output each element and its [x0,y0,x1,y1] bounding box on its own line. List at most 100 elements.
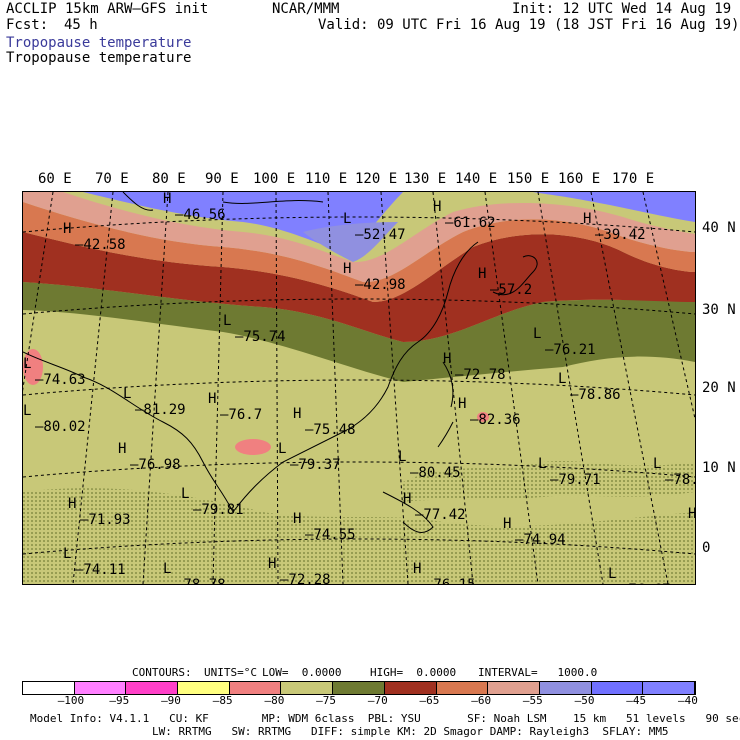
colorbar-swatch [488,682,540,694]
high-marker: H [68,497,76,512]
high-value: –76.7 [220,408,262,423]
high-marker: H [688,507,696,522]
lat-label: 40 N [702,221,736,236]
high-value: –76.15 [425,578,476,585]
low-marker: L [23,357,31,372]
low-marker: L [63,547,71,562]
field-title-1: Tropopause temperature [6,36,191,51]
high-marker: H [433,200,441,215]
fcst-label: Fcst: [6,18,48,33]
low-marker: L [181,487,189,502]
high-marker: H [478,267,486,282]
high-marker: H [163,192,171,207]
valid-label: Valid: 09 UTC Fri 16 Aug 19 (18 JST Fri … [318,18,739,33]
colorbar [22,681,696,695]
footer-physics-info: LW: RRTMG SW: RRTMG DIFF: simple KM: 2D … [152,726,669,738]
low-value: –74.11 [75,563,126,578]
contours-units: UNITS=°C [204,667,257,679]
high-marker: H [458,397,466,412]
lon-label: 160 E [558,172,600,187]
colorbar-tick-label: –75 [316,695,336,707]
fcst-value: 45 h [64,18,98,33]
low-marker: L [123,387,131,402]
map-panel: L –75.74 L –74.63 L –80.02 L –81.29 L –79.81 L –79.… [22,191,696,585]
colorbar-tick-label: –60 [471,695,491,707]
low-value: –76.21 [545,343,596,358]
high-marker: H [63,222,71,237]
lat-label: 30 N [702,303,736,318]
model-title: ACCLIP 15km ARW–GFS init [6,2,208,17]
high-value: –82.36 [470,413,521,428]
low-value: –79.37 [290,458,341,473]
low-value: –75.74 [235,330,286,345]
lat-label: 10 N [702,461,736,476]
low-marker: L [608,567,616,582]
high-marker: H [208,392,216,407]
lon-label: 60 E [38,172,72,187]
colorbar-tick-label: –90 [161,695,181,707]
colorbar-swatch [333,682,385,694]
high-value: –77.42 [415,508,466,523]
colorbar-tick-label: –100 [58,695,85,707]
high-value: –46.56 [175,208,226,223]
high-value: –74.55 [305,528,356,543]
lon-label: 70 E [95,172,129,187]
colorbar-tick-label: –55 [523,695,543,707]
colorbar-tick-label: –40 [678,695,698,707]
low-value: –76.67 [620,583,671,585]
colorbar-swatch [23,682,75,694]
colorbar-tick-label: –65 [420,695,440,707]
lon-label: 130 E [404,172,446,187]
lon-label: 140 E [455,172,497,187]
colorbar-tick-label: –95 [109,695,129,707]
contours-label: CONTOURS: [132,667,192,679]
colorbar-swatch [592,682,644,694]
contours-low: LOW= 0.0000 [262,667,341,679]
lon-label: 90 E [205,172,239,187]
high-marker: H [268,557,276,572]
high-marker: H [403,492,411,507]
lon-label: 80 E [152,172,186,187]
colorbar-tick-label: –70 [368,695,388,707]
low-marker: L [558,372,566,387]
latitude-labels: 40 N 30 N 20 N 10 N 0 [700,191,740,583]
low-value: –78.48 [665,473,696,488]
low-marker: L [398,450,406,465]
colorbar-swatch [281,682,333,694]
colorbar-swatch [643,682,695,694]
high-value: –42.98 [355,278,406,293]
high-value: –42.58 [75,238,126,253]
low-marker: L [23,404,31,419]
high-value: –61.62 [445,216,496,231]
low-value: –78.78 [175,578,226,585]
low-marker: L [343,212,351,227]
low-marker: L [163,562,171,577]
contours-high: HIGH= 0.0000 [370,667,456,679]
colorbar-tick-label: –50 [575,695,595,707]
high-value: –57.2 [490,283,532,298]
field-title-2: Tropopause temperature [6,51,191,66]
low-marker: L [223,314,231,329]
lon-label: 150 E [507,172,549,187]
low-value: –80.45 [410,466,461,481]
low-marker: L [533,327,541,342]
lon-label: 100 E [253,172,295,187]
low-value: –79.81 [193,503,244,518]
colorbar-swatch [178,682,230,694]
high-marker: H [293,407,301,422]
lat-label: 20 N [702,381,736,396]
low-value: –79.71 [550,473,601,488]
lon-label: 170 E [612,172,654,187]
lon-label: 120 E [355,172,397,187]
low-value: –52.47 [355,228,406,243]
high-value: –75.48 [305,423,356,438]
low-marker: L [538,457,546,472]
longitude-labels: 60 E 70 E 80 E 90 E 100 E 110 E 120 E 130 E 140 … [0,172,740,188]
colorbar-swatch [230,682,282,694]
footer-model-info: Model Info: V4.1.1 CU: KF MP: WDM 6class… [30,713,740,725]
lat-label: 0 [702,541,710,556]
high-marker: H [343,262,351,277]
colorbar-swatch [437,682,489,694]
low-value: –74.63 [35,373,86,388]
colorbar-swatch [75,682,127,694]
